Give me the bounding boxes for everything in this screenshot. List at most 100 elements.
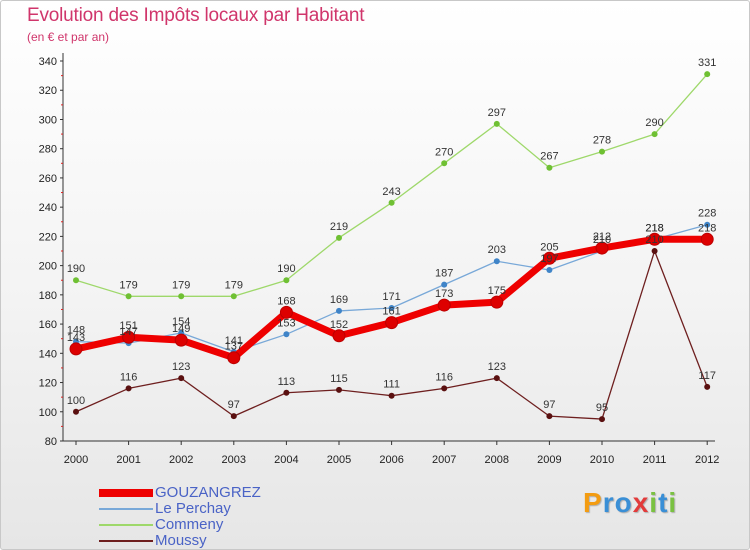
data-point-moussy [283,389,290,396]
data-label-commeny: 179 [119,279,137,291]
x-tick-label: 2000 [64,454,88,466]
data-label-le-perchay: 153 [277,317,295,329]
data-label-gouzangrez: 218 [645,222,663,234]
data-label-commeny: 297 [488,107,506,119]
x-tick-label: 2005 [327,454,351,466]
data-label-moussy: 116 [435,371,453,383]
x-tick-label: 2009 [537,454,561,466]
data-point-le-perchay [704,221,711,228]
data-label-moussy: 210 [645,234,663,246]
x-tick-label: 2003 [222,454,246,466]
logo-letter: r [602,487,615,518]
data-point-gouzangrez [279,305,293,319]
data-point-commeny [651,131,658,138]
data-point-commeny [283,277,290,284]
data-point-le-perchay [493,258,500,265]
y-tick-label: 140 [39,348,57,360]
legend-swatch-moussy [99,540,153,542]
data-point-commeny [704,71,711,78]
data-point-moussy [704,383,711,390]
x-tick-label: 2001 [116,454,140,466]
data-point-gouzangrez [437,298,451,312]
data-label-le-perchay: 228 [698,208,716,220]
data-point-commeny [230,293,237,300]
y-tick-label: 320 [39,85,57,97]
x-tick-label: 2007 [432,454,456,466]
data-label-commeny: 270 [435,146,453,158]
data-label-commeny: 243 [382,186,400,198]
data-label-le-perchay: 169 [330,294,348,306]
data-label-commeny: 190 [277,263,295,275]
data-label-gouzangrez: 149 [172,323,190,335]
data-point-commeny [388,199,395,206]
data-point-commeny [73,277,79,284]
legend-swatch-le-perchay [99,508,153,510]
data-label-le-perchay: 147 [119,326,137,338]
data-point-commeny [336,234,342,241]
logo-letter: x [632,487,650,518]
y-tick-label: 280 [39,144,57,156]
logo-letter: i [649,487,659,518]
data-point-le-perchay [283,331,290,338]
data-point-commeny [546,164,553,171]
data-label-le-perchay: 218 [645,222,663,234]
data-label-le-perchay: 197 [540,253,558,265]
data-label-moussy: 116 [120,371,138,383]
data-label-gouzangrez: 168 [277,295,295,307]
data-label-commeny: 179 [225,279,243,291]
data-label-le-perchay: 187 [435,268,453,280]
data-point-gouzangrez [69,342,83,356]
logo-letter: P [583,487,603,518]
data-point-moussy [546,413,553,420]
data-label-le-perchay: 154 [172,316,190,328]
data-point-gouzangrez [648,232,662,246]
data-point-gouzangrez [595,241,609,255]
y-tick-label: 80 [45,436,57,448]
data-label-commeny: 278 [593,135,611,147]
data-label-moussy: 100 [67,395,85,407]
y-tick-label: 180 [39,290,57,302]
x-tick-label: 2011 [643,454,667,466]
y-tick-label: 200 [39,261,57,273]
data-point-moussy [73,408,79,415]
data-label-moussy: 123 [172,361,190,373]
data-point-gouzangrez [700,232,714,246]
y-tick-label: 260 [39,173,57,185]
data-label-moussy: 113 [278,376,296,388]
data-point-gouzangrez [332,329,346,343]
data-point-gouzangrez [490,295,504,309]
data-label-moussy: 95 [596,402,608,414]
data-label-le-perchay: 141 [225,335,243,347]
data-point-le-perchay [441,281,448,288]
data-point-gouzangrez [122,330,136,344]
proxiti-logo: Proxiti [583,487,677,519]
data-label-commeny: 267 [540,151,558,163]
data-label-gouzangrez: 152 [330,319,348,331]
data-label-commeny: 190 [67,263,85,275]
data-point-gouzangrez [385,316,399,330]
data-label-gouzangrez: 212 [593,231,611,243]
data-label-commeny: 219 [330,221,348,233]
x-tick-label: 2004 [274,454,298,466]
legend-label-commeny: Commeny [155,516,224,533]
data-label-moussy: 117 [698,370,716,382]
data-point-gouzangrez [542,251,556,265]
data-label-le-perchay: 148 [67,325,85,337]
x-tick-label: 2010 [590,454,614,466]
data-point-le-perchay [546,267,553,273]
data-point-le-perchay [388,305,395,311]
data-label-moussy: 123 [488,361,506,373]
data-point-moussy [441,385,448,392]
data-point-commeny [178,293,185,300]
data-point-moussy [388,392,395,399]
data-point-moussy [599,416,605,423]
legend-label-moussy: Moussy [155,532,207,549]
x-tick-label: 2006 [379,454,403,466]
data-point-moussy [651,248,658,254]
x-tick-label: 2008 [485,454,509,466]
y-tick-label: 160 [39,319,57,331]
data-point-moussy [125,385,132,392]
data-label-gouzangrez: 161 [382,306,400,318]
